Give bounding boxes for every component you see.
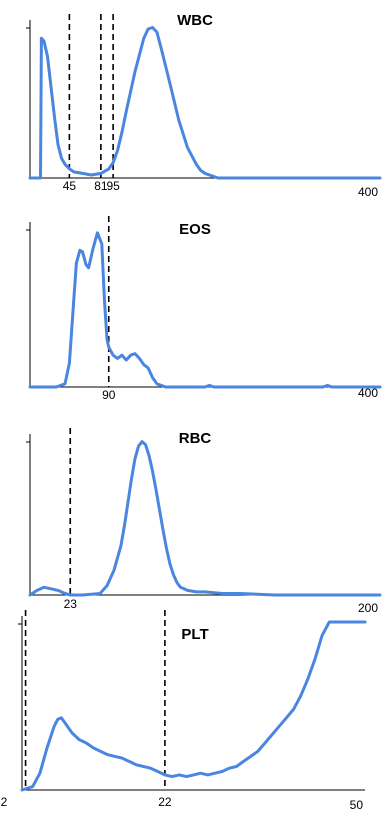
histogram-rbc: RBC 23 200 [26,428,382,615]
gate-marker-label: 22 [158,795,172,809]
distribution-curve [28,26,382,180]
distribution-curve [28,231,382,389]
chart-title: WBC [177,12,213,29]
histogram-eos: EOS 90 400 [26,216,382,402]
x-axis-end-label: 50 [350,798,364,812]
x-axis-end-label: 400 [358,386,378,400]
distribution-curve [20,620,367,792]
gate-marker-label: 23 [64,597,78,611]
distribution-curve [28,440,382,597]
gate-marker-label: 90 [102,388,116,402]
gate-marker-label: 45 [63,179,77,193]
x-axis-start-label: 2 [1,795,8,809]
chart-title: RBC [179,430,212,447]
gate-marker-label: 81 [94,179,108,193]
chart-title: PLT [181,626,208,643]
x-axis-end-label: 400 [358,185,378,199]
gate-marker-label: 95 [106,179,120,193]
chart-title: EOS [179,221,211,238]
x-axis-end-label: 200 [358,601,378,615]
